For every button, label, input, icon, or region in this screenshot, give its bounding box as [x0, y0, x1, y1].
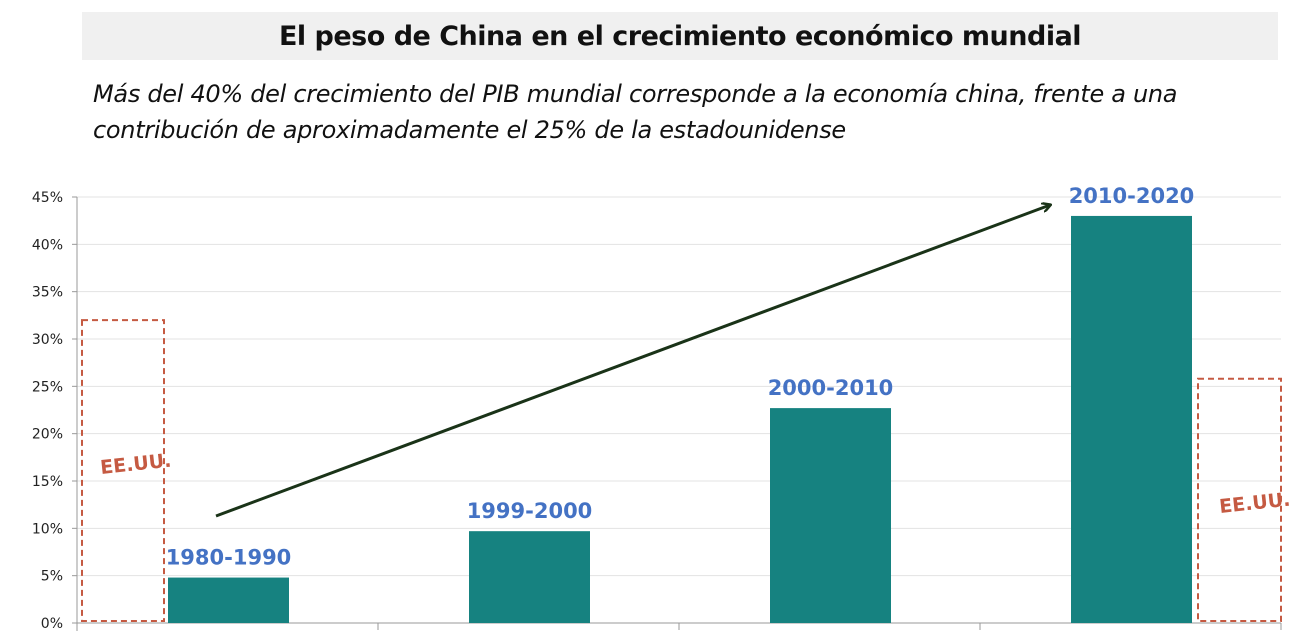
bar-label: 1999-2000	[467, 499, 593, 523]
y-tick-label: 15%	[32, 474, 63, 490]
y-tick-label: 0%	[41, 616, 63, 632]
bar-label: 1980-1990	[166, 546, 292, 570]
y-tick-label: 20%	[32, 427, 63, 443]
y-tick-label: 25%	[32, 379, 63, 395]
title-bar: El peso de China en el crecimiento econó…	[82, 12, 1278, 60]
us-box	[81, 319, 165, 622]
bar-label: 2000-2010	[768, 376, 894, 400]
chart-subtitle: Más del 40% del crecimiento del PIB mund…	[93, 80, 1178, 144]
y-tick-label: 5%	[41, 569, 63, 585]
bar-label: 2010-2020	[1069, 184, 1195, 208]
bar-1999-2000	[469, 531, 590, 623]
bar-1980-1990	[168, 577, 289, 623]
y-tick-label: 10%	[32, 521, 63, 537]
chart-title: El peso de China en el crecimiento econó…	[278, 20, 1082, 52]
y-tick-label: 40%	[32, 237, 63, 253]
us-label: EE.UU.	[99, 450, 172, 479]
us-box	[1197, 377, 1282, 623]
trend-arrow-icon	[215, 205, 1050, 518]
y-tick-label: 30%	[32, 332, 63, 348]
y-tick-label: 45%	[32, 190, 63, 206]
bar-2010-2020	[1071, 215, 1192, 623]
bar-2000-2010	[770, 408, 891, 623]
y-tick-label: 35%	[32, 285, 63, 301]
us-label: EE.UU.	[1218, 489, 1291, 518]
